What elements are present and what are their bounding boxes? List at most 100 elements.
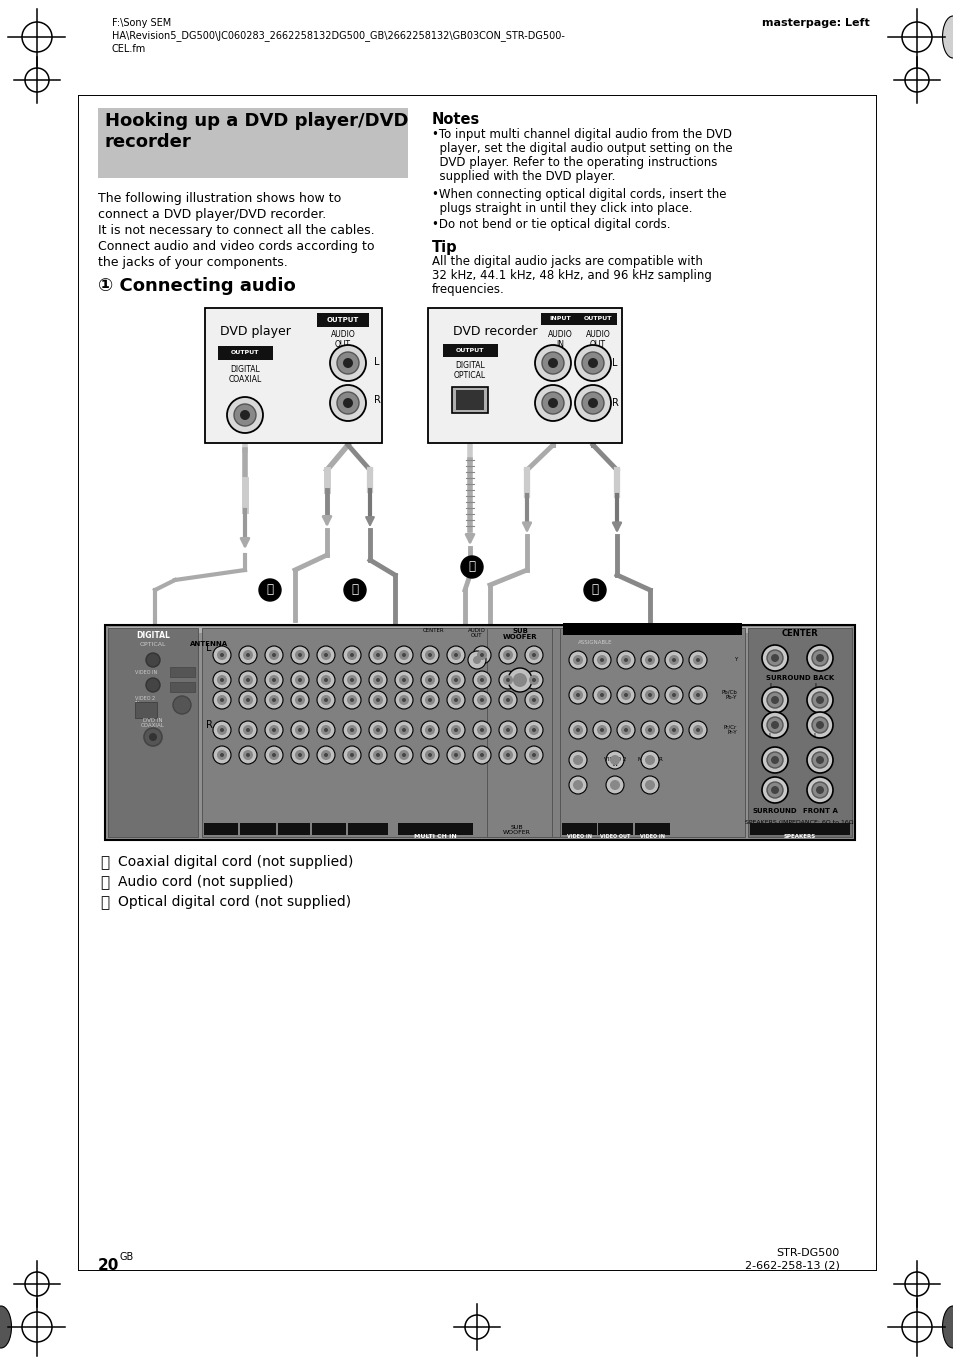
Circle shape [770,653,779,662]
Circle shape [476,651,486,660]
Circle shape [320,726,331,735]
Circle shape [568,722,586,739]
Bar [204,822,237,835]
Circle shape [498,746,517,764]
Text: Ⓑ: Ⓑ [100,874,109,889]
Circle shape [640,651,659,668]
Text: SURROUND: SURROUND [752,807,797,814]
Text: DIGITAL
OPTICAL: DIGITAL OPTICAL [454,361,485,381]
Circle shape [692,655,702,666]
Circle shape [623,728,627,732]
Circle shape [401,753,406,757]
Circle shape [420,671,438,689]
Circle shape [146,653,160,667]
Circle shape [424,750,435,760]
Text: AUDIO
OUT: AUDIO OUT [331,330,355,349]
Circle shape [240,411,250,420]
Text: the jacks of your components.: the jacks of your components. [98,256,288,269]
Text: player, set the digital audio output setting on the: player, set the digital audio output set… [432,142,732,155]
Bar [312,822,346,835]
Circle shape [272,753,275,757]
Circle shape [640,776,659,794]
Circle shape [815,653,823,662]
Circle shape [220,753,224,757]
Circle shape [213,647,231,664]
Text: OUTPUT: OUTPUT [231,351,259,355]
Bar [218,346,273,360]
Circle shape [149,732,157,741]
Circle shape [597,690,606,700]
Text: Optical digital cord (not supplied): Optical digital cord (not supplied) [118,895,351,908]
Text: ① Connecting audio: ① Connecting audio [98,277,295,295]
Circle shape [451,696,460,705]
Circle shape [316,722,335,739]
Bar [747,627,851,837]
Circle shape [258,578,281,602]
Circle shape [568,651,586,668]
Circle shape [806,747,832,773]
Circle shape [454,653,457,657]
Text: connect a DVD player/DVD recorder.: connect a DVD player/DVD recorder. [98,207,326,221]
Circle shape [476,675,486,685]
Circle shape [575,345,610,381]
Circle shape [609,780,619,790]
Circle shape [239,647,256,664]
Circle shape [498,692,517,709]
Text: masterpage: Left: masterpage: Left [761,18,869,29]
Circle shape [272,678,275,682]
Bar [598,822,633,835]
Circle shape [696,657,700,662]
Circle shape [668,655,679,666]
Circle shape [479,678,483,682]
Circle shape [320,675,331,685]
Circle shape [605,752,623,769]
Circle shape [265,647,283,664]
Circle shape [447,722,464,739]
Circle shape [476,750,486,760]
Text: L: L [767,732,771,739]
Circle shape [227,397,263,432]
Circle shape [320,696,331,705]
Circle shape [806,712,832,738]
Circle shape [350,653,354,657]
Circle shape [623,657,627,662]
Circle shape [428,753,432,757]
Circle shape [428,678,432,682]
Circle shape [547,357,558,368]
Bar [202,627,559,837]
Text: MONITOR
OUT: MONITOR OUT [637,757,662,768]
Text: OUTPUT: OUTPUT [456,348,484,353]
Circle shape [233,404,255,426]
Text: SURROUND BACK: SURROUND BACK [765,675,833,681]
Text: The following illustration shows how to: The following illustration shows how to [98,192,341,205]
Circle shape [213,722,231,739]
Circle shape [513,672,526,687]
Text: STR-DG500: STR-DG500 [776,1248,840,1258]
Circle shape [573,690,582,700]
Text: DVD
IN: DVD IN [572,757,583,768]
Circle shape [272,653,275,657]
Circle shape [336,352,358,374]
Circle shape [347,675,356,685]
Circle shape [246,728,250,732]
Bar [749,822,849,835]
Circle shape [505,653,510,657]
Text: L: L [812,732,816,739]
Circle shape [375,728,379,732]
Circle shape [243,726,253,735]
Circle shape [350,728,354,732]
Circle shape [398,750,409,760]
Circle shape [246,678,250,682]
Circle shape [220,653,224,657]
Circle shape [524,722,542,739]
Circle shape [297,728,302,732]
Text: CENTER: CENTER [781,629,818,638]
Circle shape [451,750,460,760]
Circle shape [272,698,275,702]
Text: OPTICAL: OPTICAL [139,642,166,647]
Circle shape [815,696,823,704]
Circle shape [239,746,256,764]
Circle shape [220,728,224,732]
Circle shape [617,651,635,668]
Circle shape [454,728,457,732]
